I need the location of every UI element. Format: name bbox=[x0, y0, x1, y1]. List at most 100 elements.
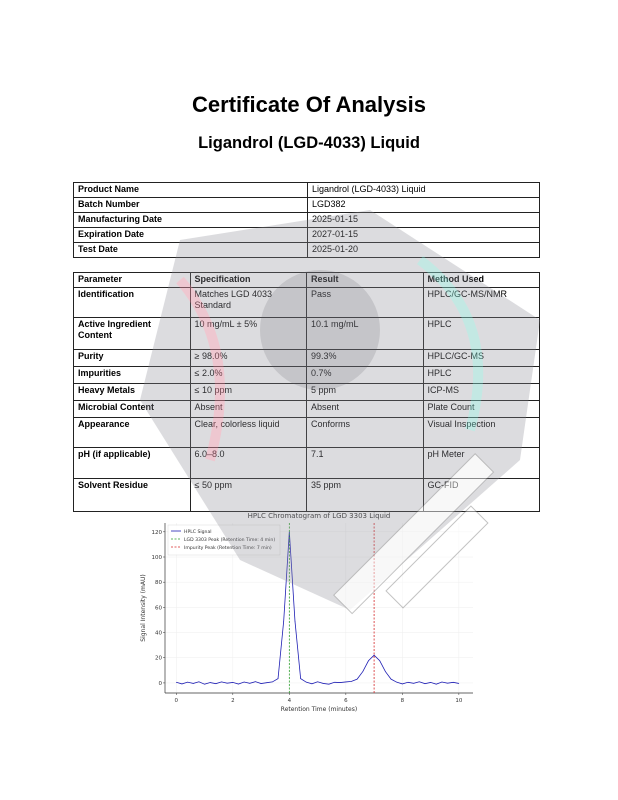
chart-title: HPLC Chromatogram of LGD 3303 Liquid bbox=[248, 512, 391, 520]
test-results-table: Parameter Specification Result Method Used … bbox=[73, 272, 540, 512]
table-cell: 5 ppm bbox=[306, 383, 424, 401]
signal-point bbox=[447, 682, 448, 684]
table-cell: Pass bbox=[306, 287, 424, 318]
signal-point bbox=[221, 681, 222, 683]
table-cell: GC-FID bbox=[422, 478, 540, 512]
table-cell: pH (if applicable) bbox=[73, 447, 191, 479]
table-row: Microbial Content Absent Absent Plate Count bbox=[73, 400, 540, 418]
signal-point bbox=[277, 678, 279, 679]
column-header: Method Used bbox=[422, 272, 540, 288]
table-cell: Absent bbox=[189, 400, 307, 418]
signal-point bbox=[311, 683, 313, 685]
legend-label: Impurity Peak (Retention Time: 7 min) bbox=[184, 545, 272, 551]
signal-point bbox=[294, 620, 296, 622]
y-tick-label: 0 bbox=[159, 681, 163, 687]
signal-point bbox=[300, 678, 301, 679]
signal-point bbox=[351, 681, 352, 682]
info-label: Manufacturing Date bbox=[73, 212, 308, 228]
table-cell: 35 ppm bbox=[306, 478, 424, 512]
info-value: 2025-01-15 bbox=[307, 212, 540, 228]
table-cell: Appearance bbox=[73, 417, 191, 448]
table-cell: Active Ingredient Content bbox=[73, 317, 191, 350]
legend-box bbox=[167, 524, 281, 556]
table-cell: ICP-MS bbox=[422, 383, 540, 401]
signal-point bbox=[334, 681, 335, 683]
y-tick-label: 100 bbox=[152, 555, 163, 561]
info-value: Ligandrol (LGD-4033) Liquid bbox=[307, 182, 540, 198]
legend-label: LGD 3303 Peak (Retention Time: 4 min) bbox=[184, 537, 275, 543]
table-cell: 99.3% bbox=[306, 349, 424, 367]
table-row: Heavy Metals ≤ 10 ppm 5 ppm ICP-MS bbox=[73, 383, 540, 401]
info-row: Test Date 2025-01-20 bbox=[73, 242, 540, 258]
table-cell: Identification bbox=[73, 287, 191, 318]
table-cell: Heavy Metals bbox=[73, 383, 191, 401]
column-header: Parameter bbox=[73, 272, 191, 288]
table-cell: 0.7% bbox=[306, 366, 424, 384]
signal-point bbox=[322, 683, 324, 684]
signal-point bbox=[238, 683, 239, 685]
signal-point bbox=[283, 620, 284, 622]
info-row: Batch Number LGD382 bbox=[73, 197, 540, 213]
signal-point bbox=[255, 681, 256, 682]
signal-point bbox=[430, 682, 431, 683]
x-axis-label: Retention Time (minutes) bbox=[281, 706, 357, 713]
signal-point bbox=[317, 681, 318, 683]
signal-point bbox=[204, 683, 205, 685]
signal-point bbox=[226, 682, 228, 684]
signal-point bbox=[305, 681, 307, 683]
x-tick-label: 2 bbox=[231, 698, 235, 704]
table-row: Active Ingredient Content 10 mg/mL ± 5% 10… bbox=[73, 317, 540, 350]
product-info-table: Product Name Ligandrol (LGD-4033) Liquid B… bbox=[73, 182, 540, 258]
table-cell: 10.1 mg/mL bbox=[306, 317, 424, 350]
signal-point bbox=[390, 678, 392, 680]
legend-label: HPLC Signal bbox=[184, 529, 212, 535]
y-tick-label: 120 bbox=[152, 530, 163, 536]
table-cell: ≤ 2.0% bbox=[189, 366, 307, 384]
table-cell: Purity bbox=[73, 349, 191, 367]
table-cell: Impurities bbox=[73, 366, 191, 384]
signal-point bbox=[441, 681, 443, 683]
signal-point bbox=[368, 660, 369, 662]
table-cell: HPLC bbox=[422, 317, 540, 350]
table-cell: pH Meter bbox=[422, 447, 540, 479]
info-label: Expiration Date bbox=[73, 227, 308, 243]
signal-point bbox=[452, 681, 454, 683]
y-tick-label: 60 bbox=[155, 605, 162, 611]
table-row: Appearance Clear, colorless liquid Conform… bbox=[73, 417, 540, 448]
column-header: Result bbox=[306, 272, 424, 288]
info-value: 2027-01-15 bbox=[307, 227, 540, 243]
x-tick-label: 0 bbox=[175, 698, 179, 704]
info-label: Product Name bbox=[73, 182, 308, 198]
signal-point bbox=[181, 683, 183, 685]
table-cell: 10 mg/mL ± 5% bbox=[189, 317, 307, 350]
table-cell: 6.0–8.0 bbox=[189, 447, 307, 479]
table-cell: Clear, colorless liquid bbox=[189, 417, 307, 448]
y-axis-label: Signal Intensity (mAU) bbox=[140, 574, 147, 641]
signal-point bbox=[209, 682, 211, 683]
x-tick-label: 4 bbox=[288, 698, 292, 704]
table-row: Identification Matches LGD 4033 Standard P… bbox=[73, 287, 540, 318]
product-subtitle: Ligandrol (LGD-4033) Liquid bbox=[198, 134, 420, 152]
table-row: Solvent Residue ≤ 50 ppm 35 ppm GC-FID bbox=[73, 478, 540, 512]
x-tick-label: 8 bbox=[401, 698, 405, 704]
signal-point bbox=[373, 654, 375, 656]
table-cell: Visual Inspection bbox=[422, 417, 540, 448]
x-tick-label: 10 bbox=[455, 698, 462, 704]
table-cell: Absent bbox=[306, 400, 424, 418]
signal-point bbox=[187, 681, 188, 683]
signal-point bbox=[413, 683, 414, 684]
signal-point bbox=[243, 681, 245, 683]
table-cell: ≤ 50 ppm bbox=[189, 478, 307, 512]
page-title: Certificate Of Analysis bbox=[192, 92, 426, 117]
info-row: Manufacturing Date 2025-01-15 bbox=[73, 212, 540, 228]
signal-point bbox=[198, 681, 200, 683]
info-row: Product Name Ligandrol (LGD-4033) Liquid bbox=[73, 182, 540, 198]
table-cell: HPLC bbox=[422, 366, 540, 384]
table-row: pH (if applicable) 6.0–8.0 7.1 pH Meter bbox=[73, 447, 540, 479]
table-row: Impurities ≤ 2.0% 0.7% HPLC bbox=[73, 366, 540, 384]
signal-point bbox=[362, 671, 364, 672]
info-value: LGD382 bbox=[307, 197, 540, 213]
signal-point bbox=[419, 681, 420, 683]
signal-point bbox=[345, 681, 347, 683]
